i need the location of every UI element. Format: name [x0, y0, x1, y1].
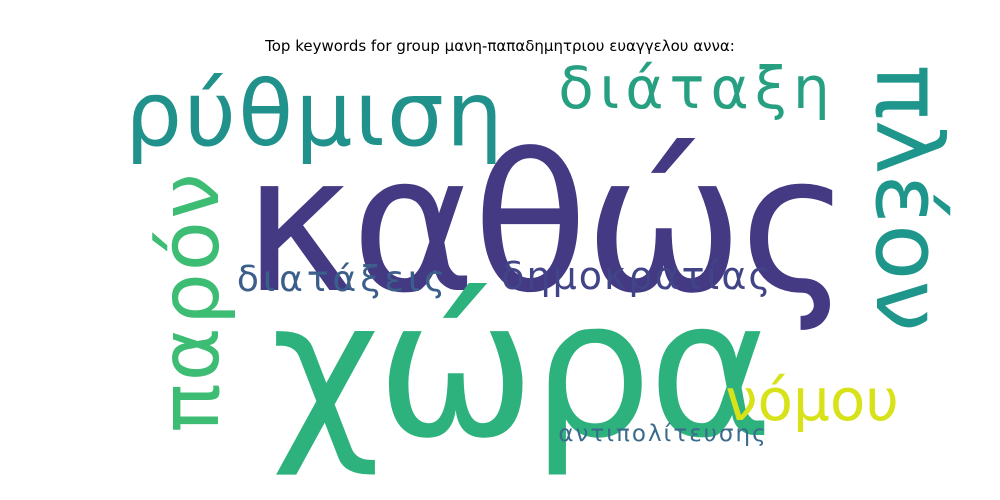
word-diataxi: διάταξη: [558, 54, 836, 122]
word-nomou: νόμου: [725, 366, 899, 434]
word-rythmisi: ρύθμιση: [125, 62, 505, 167]
word-dimokratias: δημοκρατίας: [501, 254, 772, 298]
chart-title: Top keywords for group μανη-παπαδημητριο…: [265, 37, 735, 55]
word-antipoliteusis: αντιπολίτευσης: [558, 421, 767, 447]
word-pleon: πλέον: [855, 64, 962, 331]
word-diataxeis: διατάξεις: [237, 259, 449, 300]
word-chora: χώρα: [271, 259, 770, 480]
word-kathos: καθώς: [243, 114, 847, 335]
word-paron: παρόν: [143, 171, 238, 432]
